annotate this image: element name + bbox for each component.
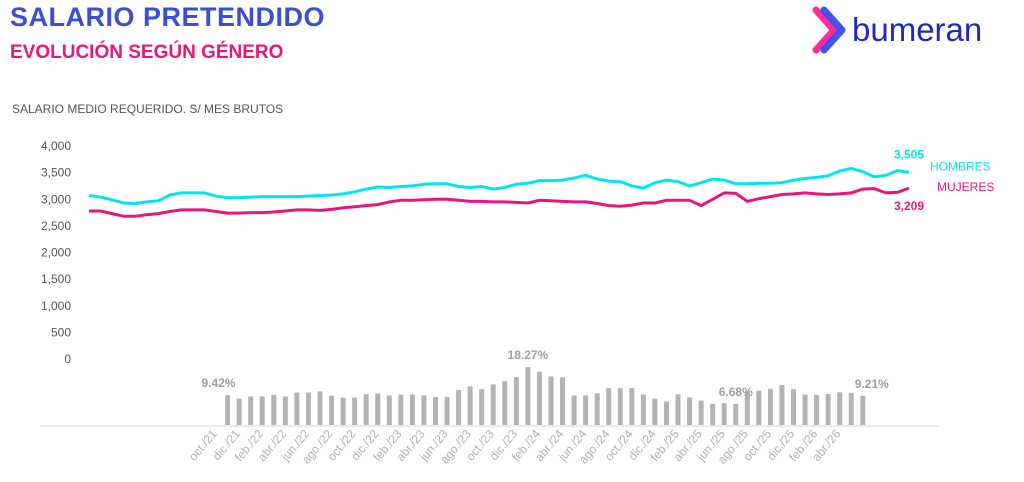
- variation-bar: [825, 393, 831, 425]
- variation-label: 9.42%: [202, 376, 236, 390]
- variation-bar: [848, 392, 854, 425]
- variation-bar: [248, 396, 254, 425]
- variation-label: 9.21%: [855, 377, 889, 391]
- mujeres-end-value: 3,209: [894, 199, 924, 213]
- legend-label-mujeres: MUJERES: [937, 180, 994, 194]
- bumeran-wordmark: bumeran: [852, 11, 983, 48]
- variation-bar: [675, 394, 681, 425]
- variation-bar: [536, 371, 542, 425]
- variation-bar: [548, 376, 554, 425]
- variation-bar: [386, 395, 392, 425]
- bumeran-arrow-icon: [812, 6, 846, 54]
- variation-bar: [710, 403, 716, 425]
- variation-bar: [421, 395, 427, 425]
- variation-label: 6.68%: [719, 385, 753, 399]
- y-tick-label: 4,000: [41, 139, 71, 153]
- variation-bar: [444, 397, 450, 425]
- variation-bar: [490, 384, 496, 425]
- variation-bar: [329, 395, 335, 425]
- variation-bar: [721, 403, 727, 425]
- variation-bar: [583, 395, 589, 425]
- variation-bar: [467, 386, 473, 425]
- y-tick-label: 1,000: [41, 299, 71, 313]
- variation-bar: [352, 397, 358, 425]
- chart-caption: SALARIO MEDIO REQUERIDO. S/ MES BRUTOS: [12, 102, 284, 116]
- variation-bar: [606, 388, 612, 425]
- variation-bar: [629, 388, 635, 425]
- variation-bar: [525, 367, 531, 425]
- variation-label: 18.27%: [508, 348, 549, 362]
- series-line-hombres: [88, 166, 910, 205]
- variation-bar: [259, 396, 265, 425]
- variation-bar: [294, 392, 300, 425]
- variation-bar: [340, 397, 346, 425]
- variation-bar: [363, 394, 369, 425]
- variation-bar: [791, 389, 797, 425]
- y-tick-label: 1,500: [41, 272, 71, 286]
- variation-bar: [409, 394, 415, 425]
- variation-bar: [652, 398, 658, 425]
- variation-bar: [225, 395, 231, 425]
- variation-bar: [744, 391, 750, 425]
- page-title: SALARIO PRETENDIDO: [10, 2, 326, 32]
- variation-bar: [860, 395, 866, 425]
- variation-bar: [479, 389, 485, 425]
- variation-bar: [814, 394, 820, 425]
- series-line-mujeres: [89, 186, 910, 218]
- variation-bar: [594, 393, 600, 425]
- variation-bar: [767, 388, 773, 425]
- variation-bar: [432, 397, 438, 425]
- variation-bar: [756, 390, 762, 425]
- variation-bar: [317, 391, 323, 425]
- variation-bar: [560, 377, 566, 425]
- variation-bar: [663, 401, 669, 425]
- variation-bar: [687, 397, 693, 425]
- page-subtitle: EVOLUCIÓN SEGÚN GÉNERO: [10, 42, 284, 63]
- hombres-end-value: 3,505: [894, 147, 924, 161]
- variation-bar: [640, 394, 646, 425]
- y-tick-label: 0: [64, 352, 71, 366]
- variation-bar: [802, 394, 808, 425]
- variation-bar: [375, 393, 381, 425]
- bumeran-logo: bumeran: [812, 6, 1017, 54]
- variation-bar: [779, 385, 785, 425]
- variation-bar: [305, 392, 311, 425]
- variation-bar: [398, 394, 404, 425]
- variation-bar: [733, 403, 739, 425]
- variation-bar: [236, 398, 242, 425]
- y-tick-label: 3,500: [41, 166, 71, 180]
- y-tick-label: 2,500: [41, 219, 71, 233]
- variation-bar: [617, 388, 623, 425]
- variation-bar: [282, 396, 288, 425]
- variation-bar: [571, 395, 577, 425]
- y-tick-label: 500: [51, 325, 71, 339]
- variation-bar: [502, 381, 508, 425]
- variation-bar: [837, 392, 843, 425]
- variation-bar: [513, 377, 519, 425]
- legend-label-hombres: HOMBRES: [930, 159, 991, 173]
- variation-bar: [698, 400, 704, 425]
- y-tick-label: 3,000: [41, 192, 71, 206]
- y-tick-label: 2,000: [41, 246, 71, 260]
- variation-bar: [271, 394, 277, 425]
- variation-bar: [456, 390, 462, 425]
